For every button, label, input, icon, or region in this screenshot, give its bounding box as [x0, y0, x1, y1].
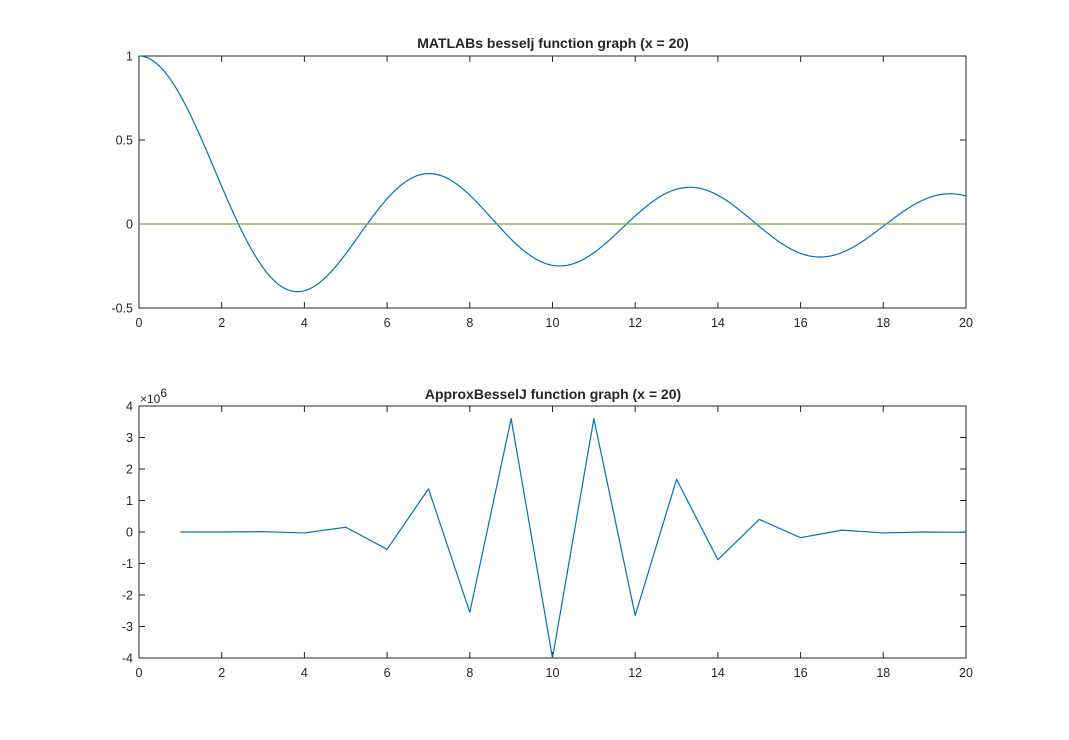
x-tick-label: 2 [218, 666, 225, 680]
x-tick-label: 12 [628, 316, 642, 330]
axis-ticks: 0 2 4 6 8 10 12 14 16 18 20-0.500.51 [111, 50, 973, 331]
series-line-1 [138, 55, 967, 293]
x-tick-label: 18 [876, 666, 890, 680]
y-tick-label: 1 [126, 494, 133, 508]
x-tick-label: 2 [218, 316, 225, 330]
x-tick-label: 8 [466, 666, 473, 680]
x-tick-label: 4 [301, 316, 308, 330]
y-tick-label: -0.5 [111, 302, 133, 316]
y-tick-label: 0 [126, 218, 133, 232]
x-tick-label: 0 [136, 666, 143, 680]
x-tick-label: 10 [546, 666, 560, 680]
plot-title: ApproxBesselJ function graph (x = 20) [425, 386, 681, 402]
y-tick-label: 4 [126, 400, 133, 414]
x-tick-label: 10 [546, 316, 560, 330]
y-tick-label: 0 [126, 526, 133, 540]
y-tick-label: -4 [122, 652, 133, 666]
x-tick-label: 6 [384, 316, 391, 330]
y-tick-label: 1 [126, 50, 133, 64]
x-tick-label: 16 [794, 316, 808, 330]
x-tick-label: 8 [466, 316, 473, 330]
x-tick-label: 16 [794, 666, 808, 680]
y-exponent-value: 6 [160, 386, 167, 400]
x-tick-label: 14 [711, 666, 725, 680]
y-tick-label: 0.5 [116, 134, 133, 148]
approx-besselj-subplot: ApproxBesselJ function graph (x = 20) ×1… [122, 386, 973, 680]
y-tick-label: -1 [122, 557, 133, 571]
series-line-1 [180, 418, 967, 659]
x-tick-label: 18 [876, 316, 890, 330]
plot-title: MATLABs besselj function graph (x = 20) [417, 35, 689, 51]
y-tick-label: 3 [126, 431, 133, 445]
y-tick-label: -3 [122, 620, 133, 634]
plot-series [180, 418, 967, 659]
y-exponent-label: ×106 [140, 386, 167, 406]
x-tick-label: 4 [301, 666, 308, 680]
x-tick-label: 14 [711, 316, 725, 330]
x-tick-label: 6 [384, 666, 391, 680]
plot-series [138, 55, 967, 293]
x-tick-label: 20 [959, 316, 973, 330]
y-tick-label: -2 [122, 589, 133, 603]
y-tick-label: 2 [126, 463, 133, 477]
x-tick-label: 20 [959, 666, 973, 680]
x-tick-label: 12 [628, 666, 642, 680]
besselj-subplot: MATLABs besselj function graph (x = 20) … [111, 35, 973, 330]
x-tick-label: 0 [136, 316, 143, 330]
